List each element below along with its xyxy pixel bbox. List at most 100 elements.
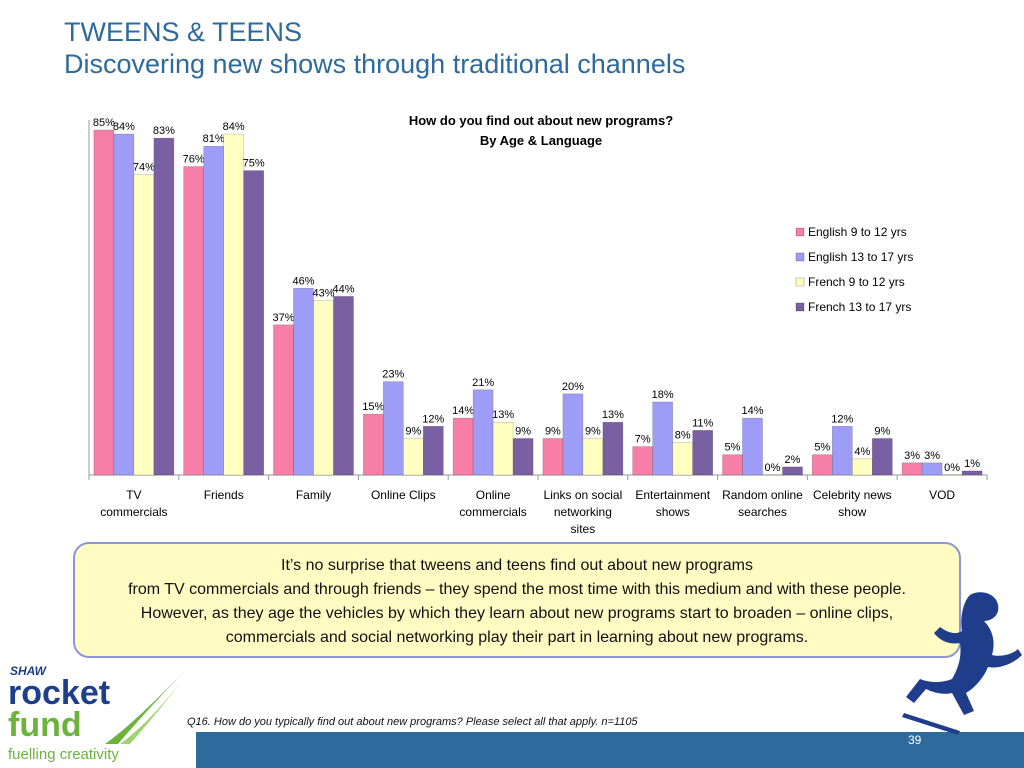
bar — [811, 454, 833, 476]
bar — [93, 129, 115, 476]
bar — [632, 446, 654, 476]
data-label: 0% — [944, 462, 960, 474]
category-label-line: commercials — [100, 505, 167, 519]
bar — [901, 462, 923, 476]
bar — [362, 413, 384, 476]
data-label: 3% — [924, 450, 940, 462]
data-label: 9% — [585, 425, 601, 437]
bar — [293, 287, 314, 476]
data-label: 12% — [422, 413, 444, 425]
data-label: 5% — [725, 442, 741, 454]
data-label: 76% — [183, 154, 205, 166]
bar — [652, 401, 674, 476]
category-label-line: Links on social — [544, 488, 623, 502]
category-label-line: Celebrity news — [813, 488, 892, 502]
bar — [762, 474, 783, 476]
data-label: 83% — [153, 125, 175, 137]
legend-swatch — [795, 227, 805, 237]
category-label: Online Clips — [371, 488, 436, 502]
data-label: 13% — [602, 409, 624, 421]
bar — [382, 381, 404, 476]
bar — [313, 300, 334, 476]
logo-rocket-text: rocket — [8, 674, 111, 712]
page-number: 39 — [908, 733, 922, 747]
bar — [692, 430, 714, 476]
rocket-swoosh-icon — [105, 668, 188, 744]
data-label: 74% — [133, 162, 155, 174]
category-label-line: Random online — [722, 488, 803, 502]
category-label-line: networking — [554, 505, 612, 519]
logo-shaw-text: SHAW — [10, 664, 46, 678]
bar — [333, 296, 354, 476]
category-label-line: Family — [296, 488, 331, 502]
category-label-line: sites — [571, 522, 596, 536]
bar — [542, 438, 564, 476]
category-label: Online commercials — [459, 488, 526, 519]
bar — [562, 393, 584, 476]
bar — [512, 438, 534, 476]
bar — [492, 421, 514, 476]
legend-entry: English 13 to 17 yrs — [808, 250, 913, 264]
summary-line-2: from TV commercials and through friends … — [128, 581, 906, 646]
data-label: 13% — [492, 409, 514, 421]
data-label: 2% — [785, 454, 801, 466]
bar — [831, 425, 853, 476]
data-label: 46% — [292, 275, 314, 287]
data-label: 9% — [405, 425, 421, 437]
data-label: 14% — [741, 405, 763, 417]
bar — [183, 166, 204, 476]
bar — [153, 137, 175, 476]
footnote: Q16. How do you typically find out about… — [187, 716, 638, 728]
summary-callout: It’s no surprise that tweens and teens f… — [73, 542, 961, 658]
bar — [223, 133, 244, 476]
data-label: 9% — [874, 425, 890, 437]
data-label: 12% — [831, 413, 853, 425]
bar — [961, 470, 983, 476]
bar — [472, 389, 494, 476]
category-label-line: Online — [476, 488, 511, 502]
data-label: 84% — [113, 121, 135, 133]
bar — [133, 174, 155, 476]
data-label: 85% — [93, 117, 115, 129]
chart-title-line-1: How do you find out about new programs? — [409, 113, 673, 128]
data-label: 43% — [312, 287, 334, 299]
data-label: 4% — [854, 446, 870, 458]
category-label-line: Friends — [204, 488, 244, 502]
bar — [113, 133, 135, 476]
title-line-1: TWEENS & TEENS — [64, 17, 303, 47]
legend-entry: English 9 to 12 yrs — [808, 225, 907, 239]
legend-entry: French 9 to 12 yrs — [808, 275, 905, 289]
data-label: 15% — [362, 401, 384, 413]
legend-swatch — [795, 302, 805, 312]
skateboarder-silhouette-icon — [902, 592, 1022, 735]
data-label: 37% — [272, 312, 294, 324]
data-label: 11% — [692, 417, 713, 429]
category-label: VOD — [929, 488, 955, 502]
category-label-line: TV — [126, 488, 141, 502]
legend-swatch — [795, 277, 805, 287]
data-label: 8% — [675, 430, 691, 442]
data-label: 0% — [765, 462, 781, 474]
data-label: 21% — [472, 377, 494, 389]
bar — [582, 438, 604, 476]
category-label-line: show — [838, 505, 866, 519]
bar — [921, 462, 943, 476]
category-label-line: Entertainment — [635, 488, 710, 502]
legend-entry: French 13 to 17 yrs — [808, 300, 911, 314]
bar — [422, 425, 444, 476]
footer-bar — [196, 732, 1024, 768]
category-label: Family — [296, 488, 331, 502]
data-label: 44% — [332, 283, 354, 295]
data-label: 23% — [382, 369, 404, 381]
category-label: Links on social networking sites — [544, 488, 623, 536]
category-label: Celebrity news show — [813, 488, 892, 519]
legend-swatch — [795, 252, 805, 262]
rocket-fund-logo: SHAW rocket fund fuelling creativity — [0, 656, 196, 768]
bar — [851, 458, 873, 476]
summary-line-1: It’s no surprise that tweens and teens f… — [281, 557, 753, 574]
bar — [782, 466, 803, 476]
category-label: TV commercials — [100, 488, 167, 519]
data-label: 18% — [652, 389, 674, 401]
slide-title: TWEENS & TEENS Discovering new shows thr… — [64, 16, 685, 80]
data-label: 81% — [203, 133, 225, 145]
